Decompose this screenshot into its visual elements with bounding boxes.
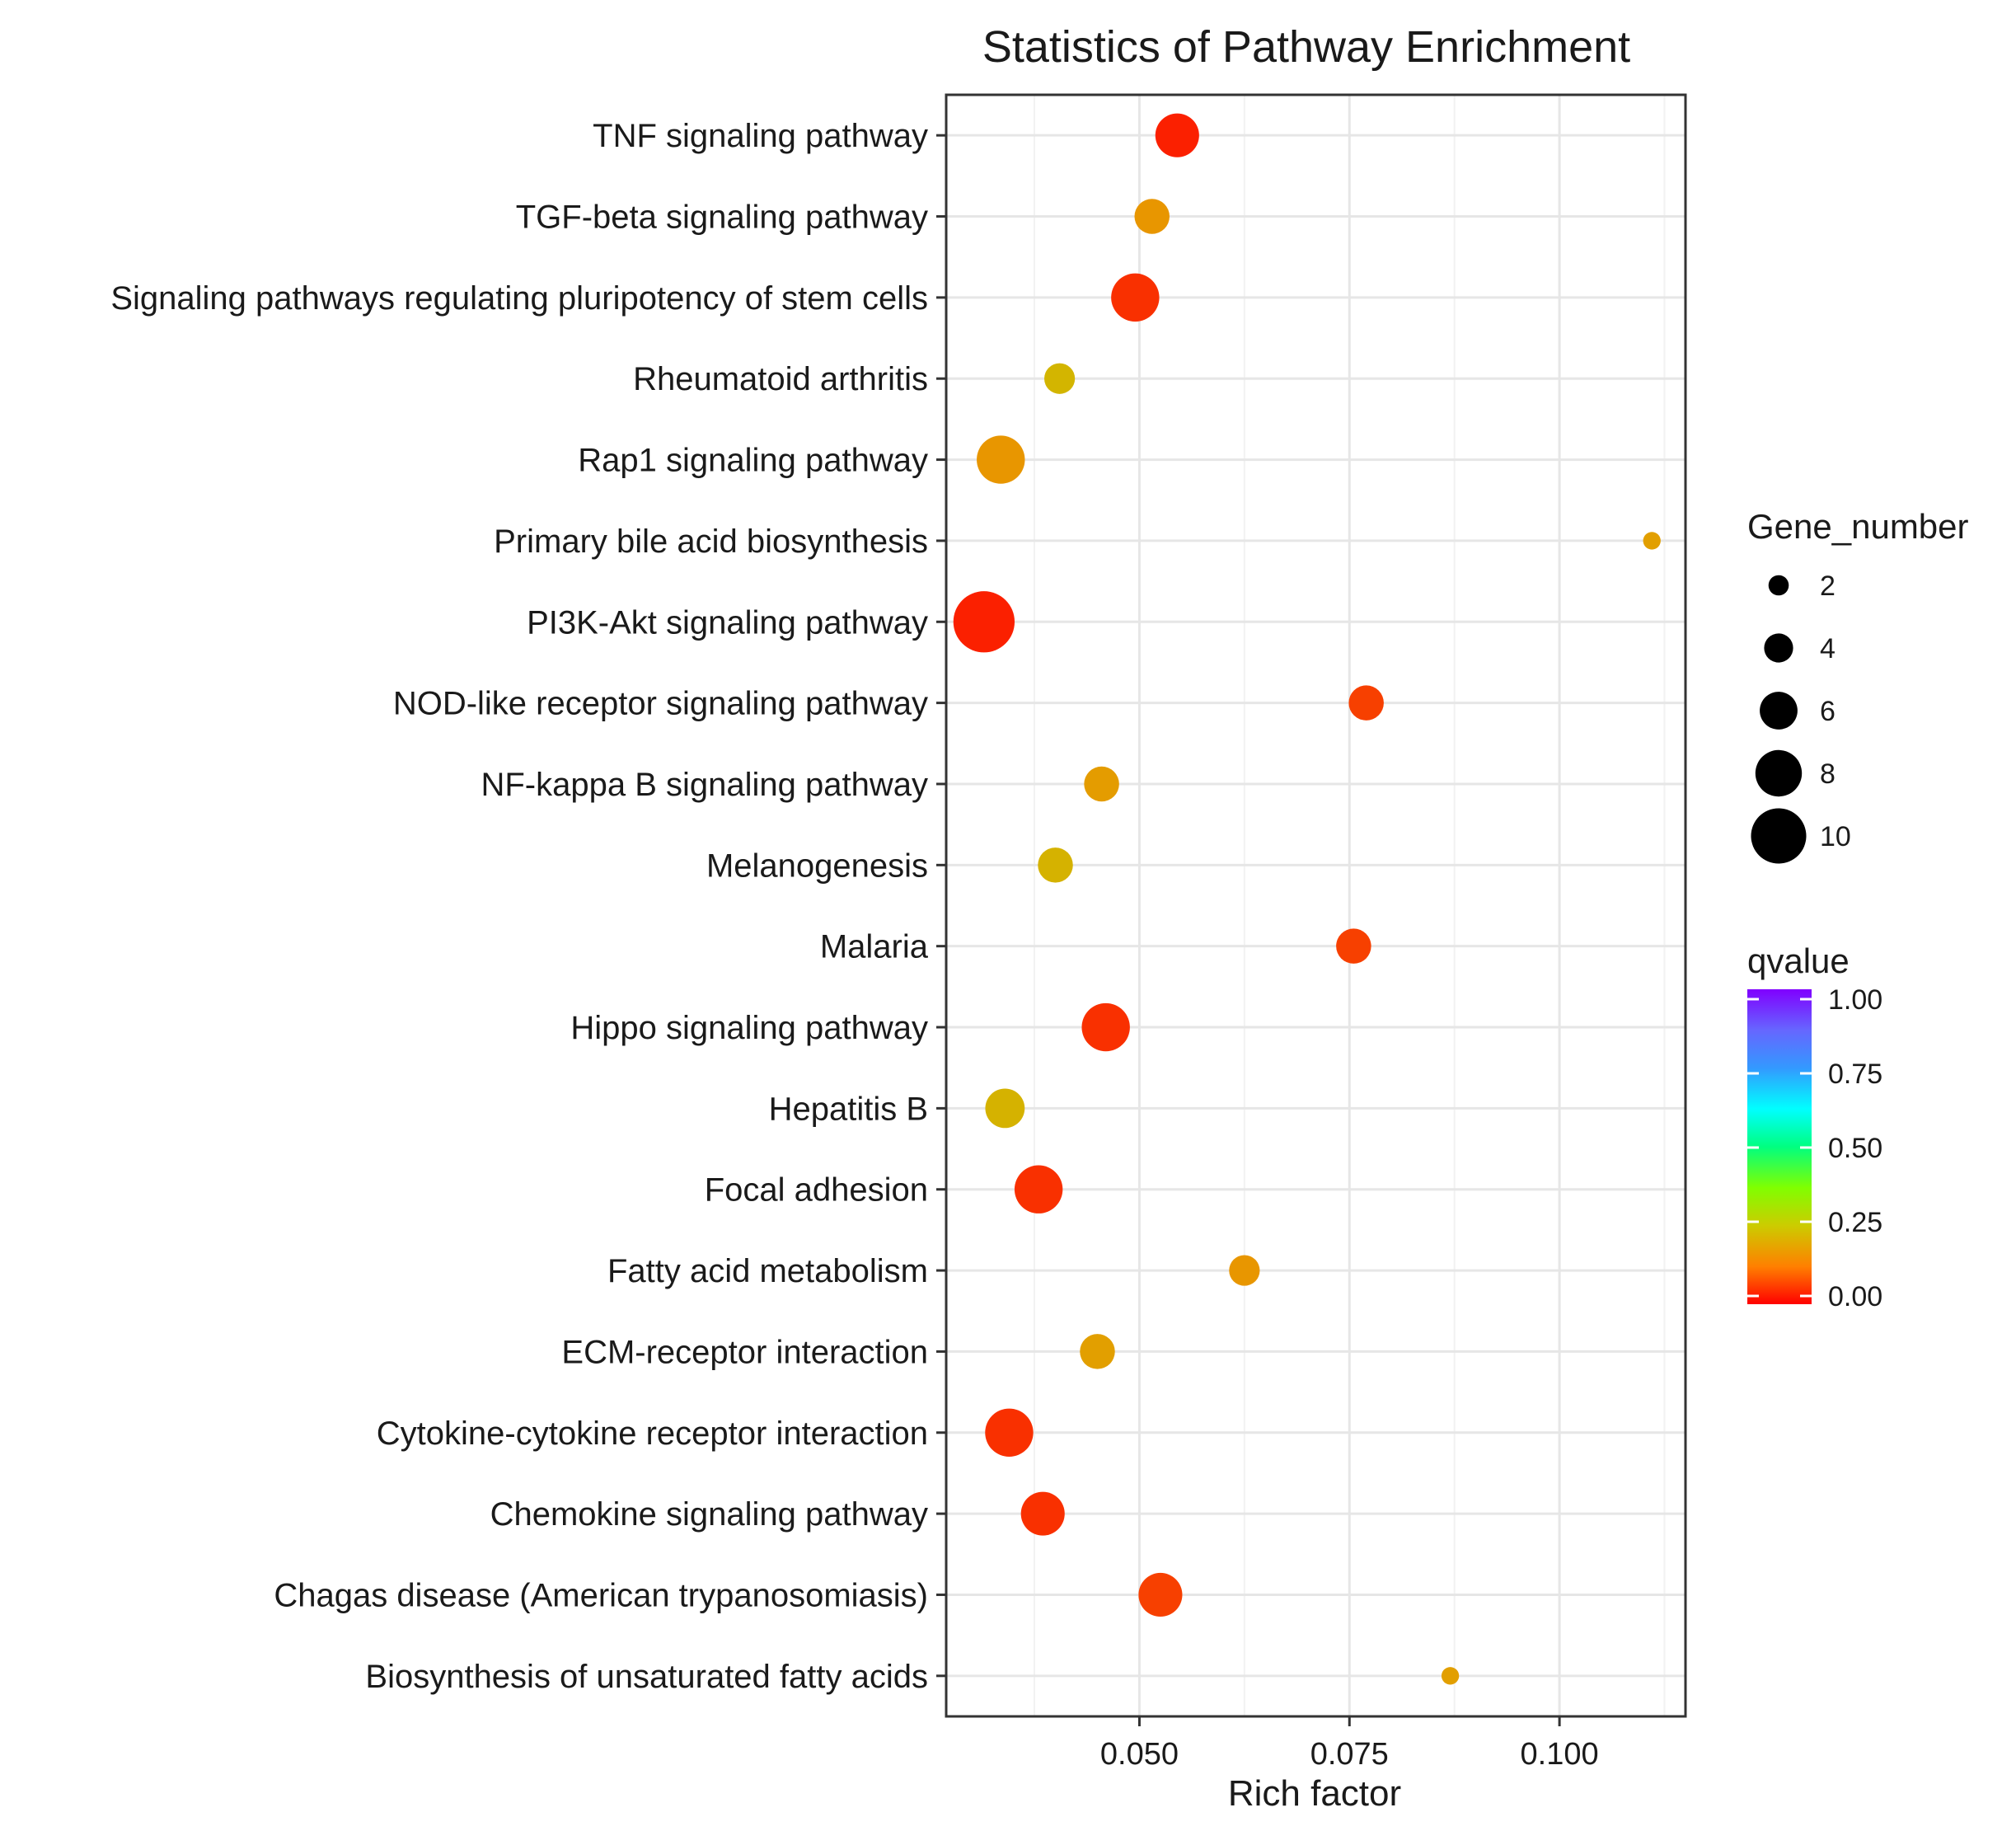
- color-legend: 1.00 0.75 0.50 0.25 0.00: [1747, 984, 1882, 1312]
- x-tick-label-1: 0.050: [1100, 1737, 1179, 1772]
- data-point-16: [1080, 1334, 1115, 1369]
- size-legend-key-1: [1768, 575, 1789, 596]
- size-legend-label-4: 8: [1820, 758, 1835, 790]
- y-tick-label-19: Chagas disease (American trypanosomiasis…: [274, 1577, 928, 1613]
- y-tick-label-1: TNF signaling pathway: [593, 118, 928, 154]
- data-point-17: [985, 1408, 1034, 1457]
- size-legend-title: Gene_number: [1747, 507, 1969, 546]
- panel-background: [946, 95, 1685, 1716]
- data-point-10: [1038, 847, 1073, 883]
- y-tick-label-15: Fatty acid metabolism: [607, 1253, 928, 1289]
- color-legend-label-1: 1.00: [1828, 984, 1882, 1016]
- chart-title: Statistics of Pathway Enrichment: [982, 22, 1630, 72]
- y-tick-label-7: PI3K-Akt signaling pathway: [527, 604, 928, 641]
- y-tick-label-2: TGF-beta signaling pathway: [516, 200, 928, 236]
- color-legend-label-5: 0.00: [1828, 1281, 1882, 1312]
- data-point-4: [1044, 363, 1076, 394]
- size-legend-label-5: 10: [1820, 821, 1851, 852]
- y-tick-label-8: NOD-like receptor signaling pathway: [393, 686, 928, 722]
- size-legend-key-5: [1751, 808, 1807, 864]
- y-tick-label-13: Hepatitis B: [769, 1091, 928, 1127]
- data-point-12: [1081, 1002, 1130, 1052]
- y-tick-label-20: Biosynthesis of unsaturated fatty acids: [365, 1659, 928, 1695]
- color-legend-label-4: 0.25: [1828, 1207, 1882, 1238]
- legend: Gene_number 2 4 6 8 10 qvalue 1.00 0.75 0.50 0.…: [1747, 507, 1969, 1312]
- data-point-13: [985, 1088, 1025, 1129]
- plot-panel: TNF signaling pathway TGF-beta signaling …: [110, 93, 1687, 1772]
- size-legend: 2 4 6 8 10: [1751, 570, 1851, 864]
- size-legend-key-3: [1760, 692, 1798, 730]
- y-tick-label-3: Signaling pathways regulating pluripoten…: [110, 280, 928, 317]
- data-point-9: [1084, 766, 1119, 802]
- panel-border: [945, 93, 1687, 1718]
- y-tick-label-4: Rheumatoid arthritis: [633, 361, 928, 397]
- data-point-3: [1111, 273, 1160, 322]
- x-axis-title: Rich factor: [1228, 1773, 1401, 1814]
- y-tick-label-9: NF-kappa B signaling pathway: [481, 767, 928, 803]
- size-legend-label-1: 2: [1820, 570, 1835, 602]
- data-point-7: [953, 591, 1015, 653]
- y-tick-label-11: Malaria: [820, 929, 929, 965]
- data-point-14: [1014, 1165, 1063, 1214]
- y-tick-label-14: Focal adhesion: [705, 1172, 928, 1209]
- data-point-20: [1441, 1667, 1460, 1685]
- data-point-11: [1336, 928, 1371, 964]
- data-point-2: [1134, 199, 1170, 234]
- data-point-8: [1348, 685, 1384, 721]
- color-legend-title: qvalue: [1747, 941, 1850, 980]
- size-legend-label-3: 6: [1820, 696, 1835, 727]
- data-point-19: [1138, 1572, 1183, 1617]
- y-tick-label-17: Cytokine-cytokine receptor interaction: [377, 1415, 928, 1452]
- color-legend-label-2: 0.75: [1828, 1059, 1882, 1090]
- y-tick-label-12: Hippo signaling pathway: [570, 1010, 928, 1046]
- size-legend-label-2: 4: [1820, 633, 1835, 664]
- y-tick-label-6: Primary bile acid biosynthesis: [494, 523, 928, 560]
- data-point-6: [1643, 532, 1661, 550]
- data-point-5: [977, 435, 1025, 484]
- y-tick-label-5: Rap1 signaling pathway: [578, 443, 928, 479]
- data-point-18: [1020, 1491, 1065, 1536]
- y-tick-label-18: Chemokine signaling pathway: [490, 1496, 928, 1533]
- size-legend-key-4: [1755, 749, 1803, 797]
- x-tick-label-2: 0.075: [1310, 1737, 1389, 1772]
- color-legend-label-3: 0.50: [1828, 1133, 1882, 1164]
- size-legend-key-2: [1764, 633, 1793, 663]
- data-point-1: [1155, 113, 1199, 157]
- x-tick-label-3: 0.100: [1521, 1737, 1599, 1772]
- y-tick-label-16: ECM-receptor interaction: [561, 1334, 928, 1370]
- data-point-15: [1229, 1255, 1260, 1286]
- y-tick-label-10: Melanogenesis: [706, 847, 928, 884]
